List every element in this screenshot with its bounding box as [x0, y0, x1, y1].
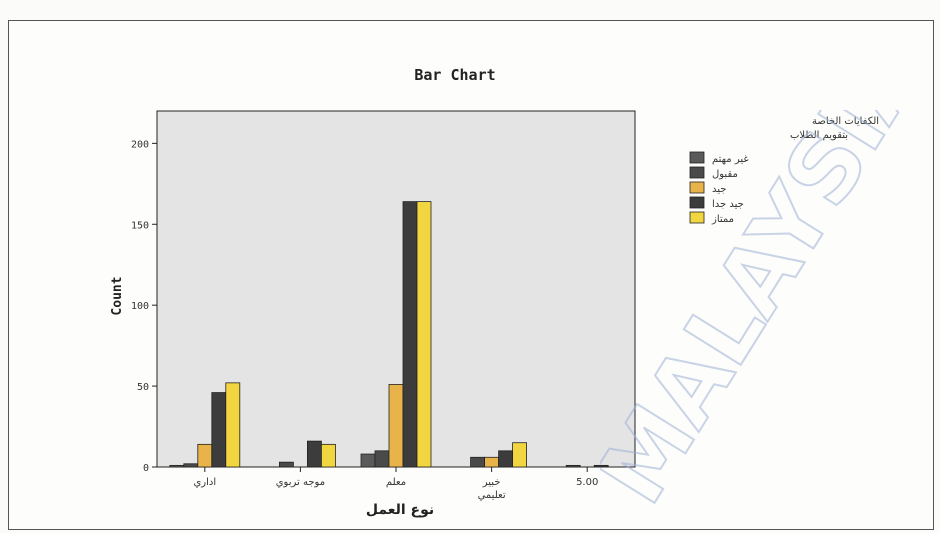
y-tick-label: 200 — [131, 139, 149, 150]
bar — [498, 450, 514, 468]
legend-label: جيد جدا — [712, 199, 744, 210]
bar — [565, 464, 581, 468]
bar — [197, 443, 213, 468]
legend-label: جيد — [712, 184, 726, 195]
legend-title-line-2: بتقويم الطلاب — [790, 130, 848, 141]
legend-swatch — [689, 166, 705, 179]
bar — [416, 201, 432, 468]
x-axis-label: نوع العمل — [366, 502, 434, 518]
legend: الكفايات الخاصة بتقويم الطلاب غير مهتم مق… — [689, 116, 879, 225]
x-tick-label: تعليمي — [478, 490, 506, 501]
bar — [470, 456, 486, 468]
bar — [374, 450, 390, 468]
bar — [360, 453, 376, 468]
legend-swatch — [689, 181, 705, 194]
bars-group — [169, 201, 609, 468]
legend-swatch — [689, 151, 705, 164]
x-tick-label: خبير — [482, 477, 501, 488]
legend-title-line-1: الكفايات الخاصة — [812, 116, 879, 127]
chart-title: Bar Chart — [414, 66, 495, 84]
legend-label: غير مهتم — [712, 154, 749, 165]
y-axis-label: Count — [110, 276, 125, 315]
legend-swatch — [689, 196, 705, 209]
y-tick-label: 100 — [131, 301, 149, 312]
y-tick-label: 50 — [137, 382, 149, 393]
bar — [278, 461, 294, 468]
bar — [512, 442, 527, 468]
y-tick-label: 0 — [143, 463, 149, 474]
legend-label: مقبول — [712, 169, 738, 180]
bar — [211, 392, 227, 468]
bar — [183, 463, 199, 468]
bar — [484, 456, 500, 468]
bar — [169, 464, 185, 468]
x-tick-label: اداري — [193, 477, 216, 488]
bar — [320, 443, 336, 468]
x-tick-label: موجه تربوي — [276, 477, 325, 488]
bar — [225, 382, 241, 468]
x-tick-label: معلم — [386, 477, 406, 488]
x-tick-label: 5.00 — [576, 477, 598, 488]
bar — [402, 201, 418, 468]
y-tick-label: 150 — [131, 220, 149, 231]
x-axis: اداري موجه تربوي معلم خبير تعليمي 5.00 — [193, 467, 598, 501]
bar — [593, 464, 609, 468]
bar — [388, 384, 404, 468]
y-axis: 0 50 100 150 200 — [131, 139, 157, 474]
bar — [306, 440, 322, 468]
legend-swatch — [689, 211, 705, 224]
legend-label: ممتاز — [711, 214, 734, 225]
